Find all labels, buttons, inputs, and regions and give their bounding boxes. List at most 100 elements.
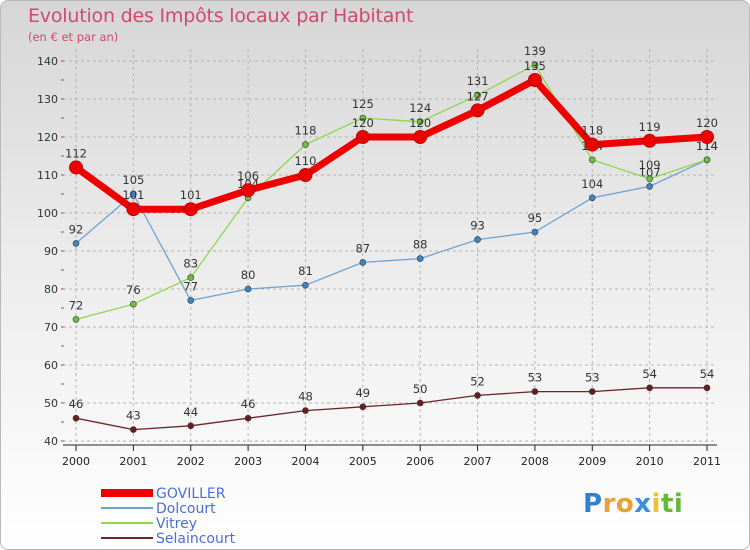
data-point: [416, 399, 424, 407]
data-point: [187, 422, 195, 430]
data-label: 112: [65, 146, 87, 160]
data-label: 120: [696, 116, 718, 130]
data-label: 131: [467, 74, 489, 88]
data-label: 80: [241, 268, 256, 282]
x-tick-label: 2008: [521, 455, 549, 468]
legend-label: Vitrey: [156, 516, 197, 532]
data-label: 119: [639, 120, 661, 134]
logo-letter: r: [602, 489, 616, 519]
data-point: [302, 281, 309, 289]
logo-letter: i: [673, 489, 684, 519]
y-tick-label: 130: [37, 93, 58, 106]
y-tick-label: 70: [44, 321, 58, 334]
data-label: 110: [294, 154, 316, 168]
data-point: [527, 73, 542, 87]
data-label: 118: [294, 124, 316, 138]
data-label: 124: [409, 101, 431, 115]
data-point: [126, 202, 141, 217]
legend-label: Selaincourt: [156, 531, 236, 547]
data-label: 127: [467, 89, 489, 103]
data-label: 77: [183, 279, 198, 293]
data-label: 107: [639, 165, 661, 179]
data-point: [531, 61, 539, 69]
data-point: [646, 183, 653, 190]
data-point: [588, 194, 596, 202]
y-tick-label: 60: [44, 359, 58, 372]
data-label: 118: [581, 124, 603, 138]
data-point: [72, 240, 80, 247]
y-tick-label: 90: [44, 245, 58, 258]
data-point: [187, 297, 195, 304]
data-point: [187, 274, 195, 281]
data-point: [72, 414, 80, 422]
chart-subtitle: (en € et par an): [28, 30, 119, 44]
data-label: 50: [413, 382, 428, 396]
data-point: [531, 228, 539, 236]
data-point: [416, 255, 424, 262]
data-point: [183, 202, 198, 217]
data-label: 72: [69, 298, 84, 312]
series-line: [75, 387, 707, 431]
y-tick-label: 140: [37, 55, 58, 68]
data-point: [703, 156, 711, 164]
y-tick-label: 120: [37, 131, 58, 144]
data-label: 101: [180, 188, 202, 202]
data-point: [302, 141, 309, 148]
x-tick-label: 2009: [578, 455, 606, 468]
data-label: 120: [409, 116, 431, 130]
data-point: [588, 388, 596, 395]
data-point: [646, 175, 653, 183]
data-label: 53: [528, 371, 543, 385]
y-tick-label: 50: [44, 397, 58, 410]
y-tick-label: 40: [44, 435, 58, 448]
data-label: 52: [470, 374, 485, 388]
data-point: [474, 236, 481, 243]
x-tick-label: 2002: [177, 455, 205, 468]
data-label: 43: [126, 409, 141, 423]
series-line: [73, 76, 708, 213]
x-tick-label: 2007: [464, 455, 492, 468]
data-label: 83: [183, 257, 198, 271]
chart-title: Evolution des Impôts locaux par Habitant: [28, 5, 414, 27]
y-tick-label: 80: [44, 283, 58, 296]
logo-letter: x: [634, 489, 652, 519]
data-point: [416, 118, 424, 126]
data-label: 93: [470, 219, 485, 233]
legend-label: GOVILLER: [156, 486, 226, 502]
data-label: 88: [413, 238, 428, 252]
data-point: [642, 133, 657, 148]
data-point: [470, 103, 485, 118]
x-tick-label: 2003: [234, 455, 262, 468]
data-label: 54: [700, 367, 715, 381]
data-point: [474, 392, 481, 399]
data-point: [588, 156, 596, 164]
logo-letter: P: [583, 489, 603, 519]
data-point: [703, 384, 711, 392]
data-point: [531, 388, 539, 395]
x-tick-label: 2005: [349, 455, 377, 468]
data-label: 49: [355, 386, 370, 400]
logo-letter: i: [651, 489, 661, 519]
series-line: [75, 64, 708, 321]
data-point: [355, 130, 370, 144]
data-label: 139: [524, 44, 546, 58]
data-label: 114: [696, 139, 718, 153]
data-point: [241, 183, 256, 198]
x-tick-label: 2011: [693, 455, 721, 468]
data-point: [474, 91, 481, 99]
data-point: [585, 137, 600, 152]
data-label: 46: [69, 397, 84, 411]
data-label: 92: [69, 222, 84, 236]
data-point: [302, 407, 309, 414]
data-label: 87: [355, 241, 370, 255]
data-point: [130, 426, 137, 433]
data-point: [359, 403, 367, 411]
data-point: [69, 160, 83, 175]
x-tick-label: 2010: [636, 455, 664, 468]
data-label: 109: [639, 158, 661, 172]
data-label: 125: [352, 97, 374, 111]
data-label: 106: [237, 169, 259, 183]
data-label: 81: [298, 264, 313, 278]
